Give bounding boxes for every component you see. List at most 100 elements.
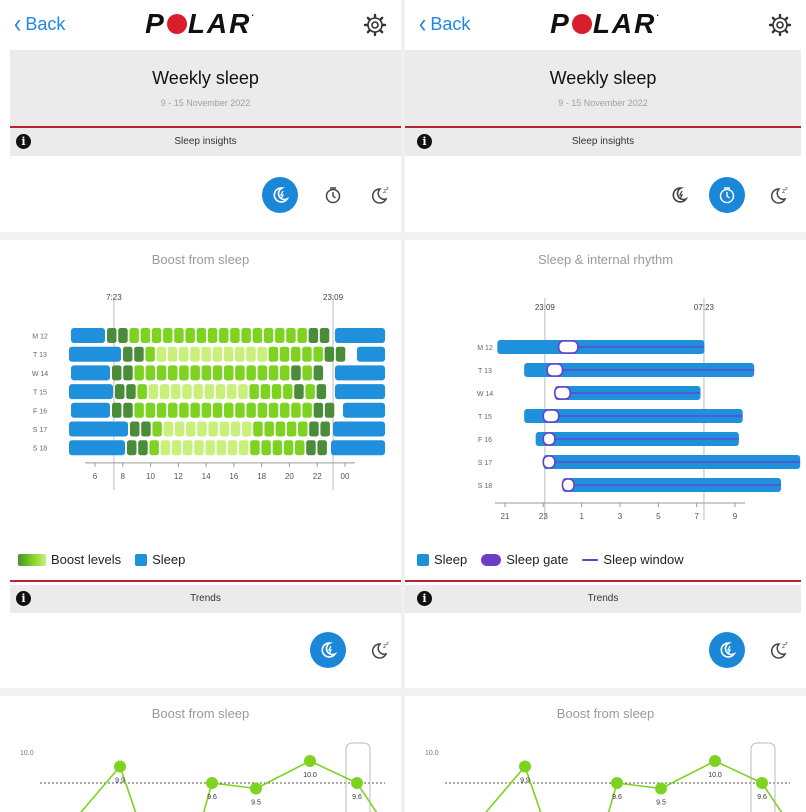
trends-bar[interactable]: i Trends xyxy=(405,585,801,613)
red-divider xyxy=(10,126,401,128)
boost-block xyxy=(275,421,286,437)
svg-text:z: z xyxy=(386,186,389,192)
boost-block xyxy=(291,402,301,418)
trend-value-label: 9.5 xyxy=(251,800,261,807)
boost-block xyxy=(246,346,256,362)
section-title: Sleep & internal rhythm xyxy=(537,252,674,267)
gear-icon[interactable] xyxy=(363,13,387,37)
boost-block xyxy=(309,421,319,437)
trend-point xyxy=(519,760,531,773)
trend-value-label: 9.6 xyxy=(207,794,217,801)
boost-block xyxy=(205,440,215,456)
polar-logo: P LAR. xyxy=(145,8,256,39)
rhythm-chart: 23:09 07:23 M 12T 13W 14T 15F 16S 17S 18 … xyxy=(477,298,801,520)
svg-text:z: z xyxy=(386,641,389,647)
trend-point xyxy=(351,777,363,789)
sleep-bar xyxy=(69,346,121,362)
boost-block xyxy=(320,421,330,437)
day-label: F 16 xyxy=(478,437,492,444)
boost-block xyxy=(183,440,193,456)
sleep-bar xyxy=(71,328,105,343)
trend-value-label: 9.6 xyxy=(612,794,622,801)
day-label: T 15 xyxy=(478,414,492,421)
boost-block xyxy=(140,328,151,343)
clock-cycle-icon xyxy=(325,187,341,204)
trend-boost-button[interactable] xyxy=(709,632,745,668)
back-label: Back xyxy=(25,13,66,34)
trend-title: Boost from sleep xyxy=(556,706,655,721)
trend-y-label: 10.0 xyxy=(20,750,34,757)
x-tick-label: 7 xyxy=(694,512,699,520)
trend-chart: 10.0 9.9 9.6 9.5 10.0 9.6 xyxy=(20,742,385,812)
trend-point xyxy=(304,755,316,767)
boost-block xyxy=(257,346,267,362)
day-label: T 13 xyxy=(33,352,47,359)
boost-block xyxy=(212,365,223,381)
trend-point xyxy=(709,755,721,767)
boost-block xyxy=(204,384,215,400)
legend: Boost levels Sleep xyxy=(18,552,199,567)
rhythm-view-button[interactable] xyxy=(315,177,351,213)
boost-block xyxy=(294,384,304,400)
legend-boost-label: Boost levels xyxy=(51,552,122,567)
section-title: Boost from sleep xyxy=(151,252,250,267)
boost-block xyxy=(207,328,218,343)
boost-block xyxy=(152,421,162,437)
boost-block xyxy=(279,346,290,362)
svg-text:z: z xyxy=(782,643,785,650)
svg-text:z: z xyxy=(383,188,386,195)
boost-block xyxy=(167,346,178,362)
trend-value-label: 10.0 xyxy=(708,772,722,779)
rhythm-view-button[interactable] xyxy=(709,177,745,213)
boost-block xyxy=(235,402,245,418)
boost-block xyxy=(212,346,223,362)
trends-bar[interactable]: i Trends xyxy=(10,585,401,613)
legend: Sleep Sleep gate Sleep window xyxy=(417,552,698,567)
trend-boost-button[interactable] xyxy=(310,632,346,668)
day-label: M 12 xyxy=(477,345,493,352)
sleep-insights-bar[interactable]: i Sleep insights xyxy=(10,128,401,156)
boost-block xyxy=(219,328,229,343)
boost-block xyxy=(168,402,178,418)
clock-cycle-icon xyxy=(719,187,735,204)
trend-point xyxy=(756,777,768,789)
day-label: T 15 xyxy=(33,390,47,397)
boost-block xyxy=(302,402,312,418)
boost-block xyxy=(324,346,335,362)
boost-block xyxy=(129,328,139,343)
info-icon[interactable]: i xyxy=(417,591,432,606)
boost-view-button[interactable] xyxy=(262,177,298,213)
info-icon[interactable]: i xyxy=(16,591,31,606)
boost-block xyxy=(257,365,268,381)
back-button[interactable]: ‹ Back xyxy=(14,10,66,36)
boost-block xyxy=(115,384,125,400)
x-tick-label: 14 xyxy=(202,472,211,481)
boost-block xyxy=(193,384,203,400)
boost-block xyxy=(227,440,238,456)
sleep-insights-bar[interactable]: i Sleep insights xyxy=(405,128,801,156)
boost-chart: 7:23 23:09 M 12 T 13 W 14 T 15 F 16 S 17 S 18 6… xyxy=(32,293,385,490)
boost-block xyxy=(308,328,319,343)
chevron-left-icon: ‹ xyxy=(419,8,427,39)
x-tick-label: 8 xyxy=(121,472,126,481)
sleep-swatch xyxy=(135,553,148,566)
boost-block xyxy=(179,365,189,381)
trend-title: Boost from sleep xyxy=(151,706,250,721)
back-button[interactable]: ‹ Back xyxy=(419,8,470,39)
sleep-bar xyxy=(333,421,385,437)
boost-view-button[interactable] xyxy=(661,177,697,213)
boost-block xyxy=(252,328,263,343)
info-icon[interactable]: i xyxy=(417,134,432,149)
gear-icon[interactable] xyxy=(768,13,792,37)
boost-block xyxy=(107,328,117,343)
legend-sleep-label: Sleep xyxy=(434,552,468,567)
info-icon[interactable]: i xyxy=(16,134,31,149)
date-range: 9 - 15 November 2022 xyxy=(558,98,648,108)
red-divider xyxy=(405,126,801,128)
